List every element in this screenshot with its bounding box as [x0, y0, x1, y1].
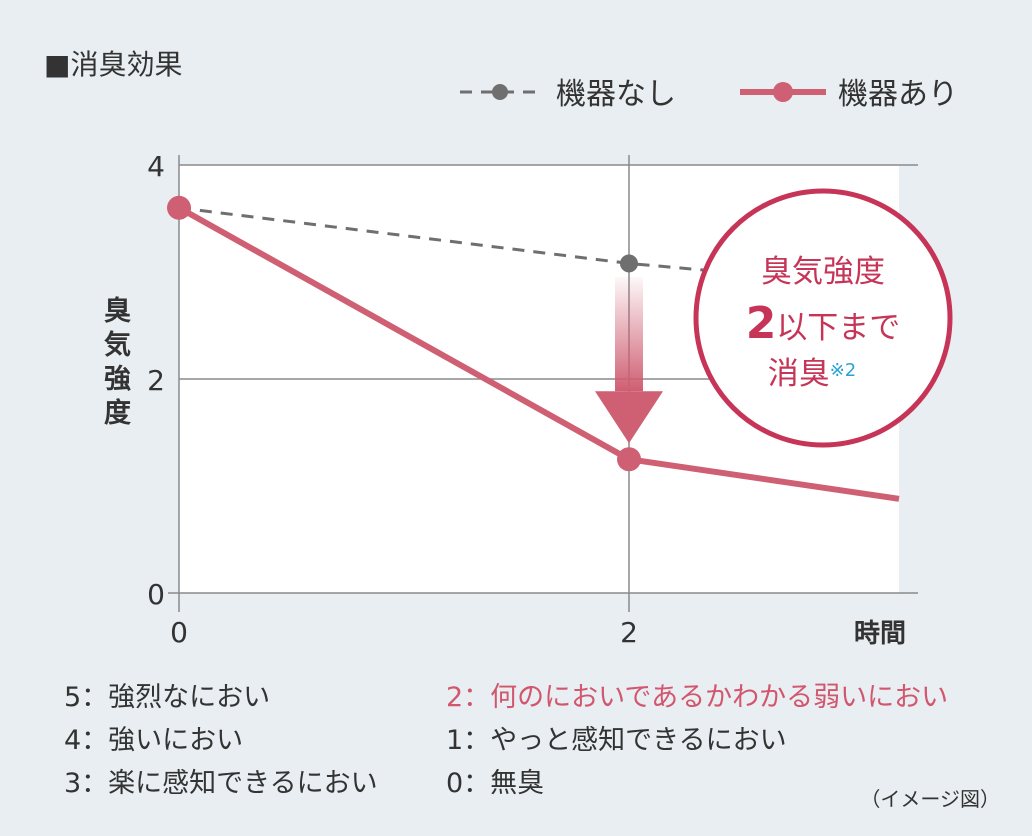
legend-item-without-device: 機器なし	[460, 77, 676, 112]
data-point-with-device-x2	[617, 447, 641, 472]
y-axis-label-char: 気	[104, 329, 131, 361]
x-axis-label: 時間	[854, 619, 906, 649]
scale-item-0: 0：無臭	[446, 768, 544, 799]
callout-note-mark: ※2	[830, 360, 857, 381]
scale-item-2: 2：何のにおいであるかわかる弱いにおい	[446, 682, 948, 713]
chart-title: ■消臭効果	[44, 48, 182, 81]
callout-circle	[693, 188, 953, 448]
data-point-with-device-x0	[167, 195, 191, 220]
data-point-without-device-x2	[620, 254, 638, 273]
arrow-head	[595, 391, 663, 444]
callout-line2: 2以下まで	[746, 298, 901, 349]
legend-label-with-device: 機器あり	[838, 77, 958, 112]
y-axis-label-char: 度	[104, 397, 131, 429]
y-tick-labels: 0 2 4	[147, 150, 165, 611]
legend: 機器なし 機器あり	[460, 77, 958, 112]
legend-pink-marker	[773, 82, 793, 102]
callout-line3-text: 消臭	[768, 356, 830, 392]
y-tick-label-2: 2	[147, 364, 165, 397]
series-layer	[167, 195, 900, 502]
odor-scale-right: 2：何のにおいであるかわかる弱いにおい 1：やっと感知できるにおい 0：無臭	[446, 682, 948, 799]
legend-item-with-device: 機器あり	[740, 77, 958, 112]
callout-line3: 消臭※2	[768, 356, 857, 392]
scale-item-5: 5：強烈なにおい	[64, 682, 270, 713]
decrease-arrow	[595, 277, 663, 444]
y-axis-label-char: 強	[104, 364, 131, 395]
callout-number: 2	[746, 298, 777, 349]
callout-line2-text: 以下まで	[776, 310, 900, 346]
callout-line1: 臭気強度	[761, 254, 885, 290]
axes	[168, 155, 918, 612]
scale-item-4: 4：強いにおい	[64, 725, 243, 756]
y-tick-label-4: 4	[147, 150, 165, 183]
image-note: （イメージ図）	[860, 787, 1000, 811]
x-tick-label-2: 2	[620, 616, 638, 649]
x-tick-label-0: 0	[170, 616, 188, 649]
y-axis-label: 臭気強度	[104, 296, 131, 429]
odor-scale-left: 5：強烈なにおい 4：強いにおい 3：楽に感知できるにおい	[64, 682, 378, 799]
scale-item-1: 1：やっと感知できるにおい	[446, 725, 787, 756]
callout-badge: 臭気強度 2以下まで 消臭※2	[693, 188, 953, 448]
legend-gray-marker	[492, 84, 508, 100]
y-tick-label-0: 0	[147, 578, 165, 611]
series-line-without-device	[178, 206, 787, 279]
legend-label-without-device: 機器なし	[556, 77, 676, 112]
y-axis-label-char: 臭	[104, 296, 131, 327]
scale-item-3: 3：楽に感知できるにおい	[64, 768, 378, 799]
arrow-shaft	[615, 277, 643, 392]
